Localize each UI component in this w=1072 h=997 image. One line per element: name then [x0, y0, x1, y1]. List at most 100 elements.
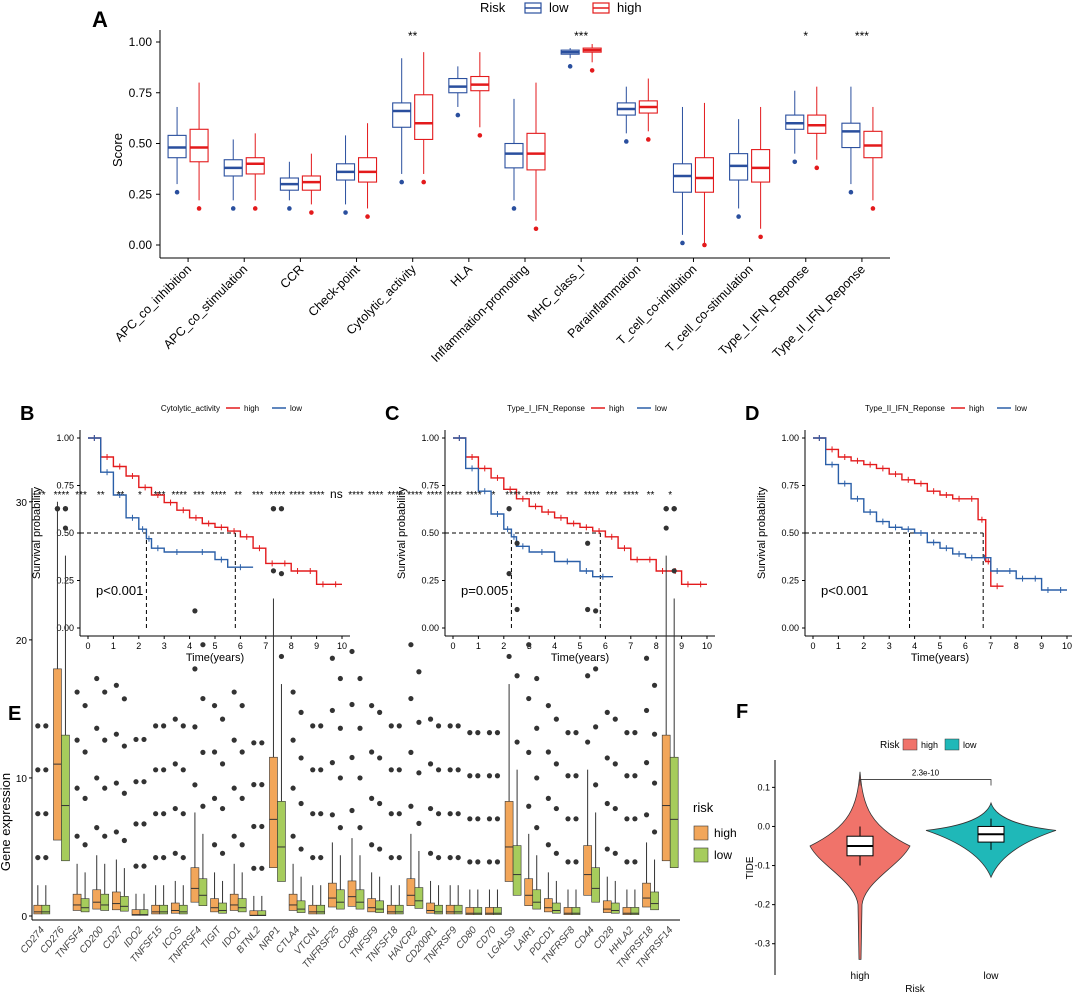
significance-label: ** [116, 490, 124, 501]
outlier-point [467, 816, 473, 822]
outlier-point [567, 64, 573, 69]
box-high [92, 889, 102, 910]
box-high [504, 801, 514, 882]
outlier-point [514, 739, 520, 745]
significance-label: **** [407, 490, 423, 501]
x-tick-label: MHC_class_I [525, 262, 587, 324]
significance-label: *** [193, 490, 205, 501]
outlier-point [251, 782, 257, 788]
outlier-point [349, 807, 355, 814]
outlier-point [604, 800, 610, 807]
outlier-point [377, 709, 383, 715]
x-axis-label: Time(years) [911, 652, 969, 664]
outlier-point [259, 782, 265, 788]
outlier-point [172, 850, 178, 856]
outlier-point [408, 749, 414, 755]
box-high [583, 845, 592, 896]
outlier-point [593, 608, 599, 614]
outlier-point [486, 730, 493, 736]
box-high [72, 893, 82, 911]
survival-curve-low [813, 437, 1067, 591]
y-tick-label: 1.00 [129, 35, 153, 49]
outlier-point [565, 859, 571, 865]
x-tick-label: Inflammation-promoting [428, 262, 531, 365]
outlier-point [467, 730, 473, 736]
x-tick-label: 2 [861, 641, 866, 651]
x-tick-label: 2 [501, 641, 506, 651]
survival-curve-low [88, 437, 254, 568]
x-tick-label: 10 [1062, 641, 1072, 651]
x-tick-label: 5 [577, 641, 582, 651]
outlier-point [278, 506, 285, 512]
box-high [245, 157, 265, 175]
box-high [170, 902, 180, 914]
outlier-point [455, 767, 461, 773]
y-tick-label: 0.75 [421, 481, 439, 491]
outlier-point [624, 730, 630, 736]
y-tick-label: 0.75 [56, 481, 74, 491]
outlier-point [533, 226, 539, 232]
y-tick-label: 0.75 [129, 86, 153, 100]
outlier-point [545, 702, 551, 709]
outlier-point [435, 854, 442, 861]
x-tick-label: low [983, 971, 999, 982]
outlier-point [94, 675, 100, 682]
x-tick-label: 0 [450, 641, 455, 651]
outlier-point [455, 811, 461, 817]
outlier-point [369, 749, 375, 755]
outlier-point [278, 653, 285, 660]
outlier-point [396, 854, 402, 861]
box-high [414, 94, 434, 140]
legend-label-low: low [963, 740, 977, 750]
outlier-point [511, 206, 517, 211]
significance-label: ns [330, 487, 343, 501]
outlier-point [153, 767, 159, 773]
outlier-point [455, 723, 461, 729]
outlier-point [663, 506, 669, 512]
outlier-point [141, 779, 147, 785]
significance-label: **** [309, 490, 325, 501]
outlier-point [113, 829, 119, 835]
outlier-point [408, 695, 414, 702]
box-high [229, 893, 239, 911]
outlier-point [349, 701, 355, 708]
y-tick-label: 0.75 [781, 481, 799, 491]
outlier-point [239, 749, 245, 755]
significance-label: *** [605, 490, 617, 501]
box-low [504, 142, 524, 169]
outlier-point [172, 716, 178, 722]
outlier-point [526, 695, 532, 702]
box-low [650, 891, 659, 911]
outlier-point [310, 723, 316, 729]
x-tick-label: 8 [289, 641, 294, 651]
outlier-point [94, 725, 100, 731]
outlier-point [477, 133, 483, 138]
y-tick-label: 0.25 [129, 187, 153, 201]
outlier-point [43, 811, 49, 817]
outlier-point [612, 805, 618, 812]
box-high [308, 904, 318, 915]
box-high [426, 902, 435, 914]
outlier-point [298, 846, 304, 852]
x-tick-label: 1 [111, 641, 116, 651]
box-high [661, 734, 671, 862]
x-tick-label: 6 [963, 641, 968, 651]
panel-label: D [745, 403, 759, 425]
outlier-point [200, 642, 206, 648]
box-low [512, 845, 522, 896]
y-axis-label: Survival probability [396, 486, 408, 579]
panel-b: B Cytolytic_activity high low Survival proba… [20, 403, 350, 664]
outlier-point [604, 755, 610, 761]
outlier-point [298, 800, 304, 807]
outlier-point [43, 723, 49, 729]
significance-label: ** [97, 490, 105, 501]
outlier-point [435, 723, 442, 729]
legend-label-high: high [617, 0, 642, 15]
box-high [33, 904, 43, 915]
legend-key-high [902, 738, 918, 751]
outlier-point [133, 863, 139, 869]
outlier-point [251, 865, 257, 871]
outlier-point [408, 642, 414, 648]
outlier-point [211, 795, 218, 801]
outlier-point [545, 795, 551, 801]
